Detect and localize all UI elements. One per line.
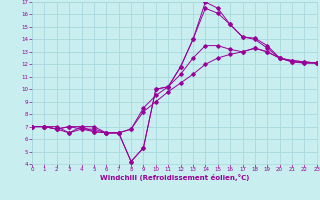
X-axis label: Windchill (Refroidissement éolien,°C): Windchill (Refroidissement éolien,°C) xyxy=(100,174,249,181)
